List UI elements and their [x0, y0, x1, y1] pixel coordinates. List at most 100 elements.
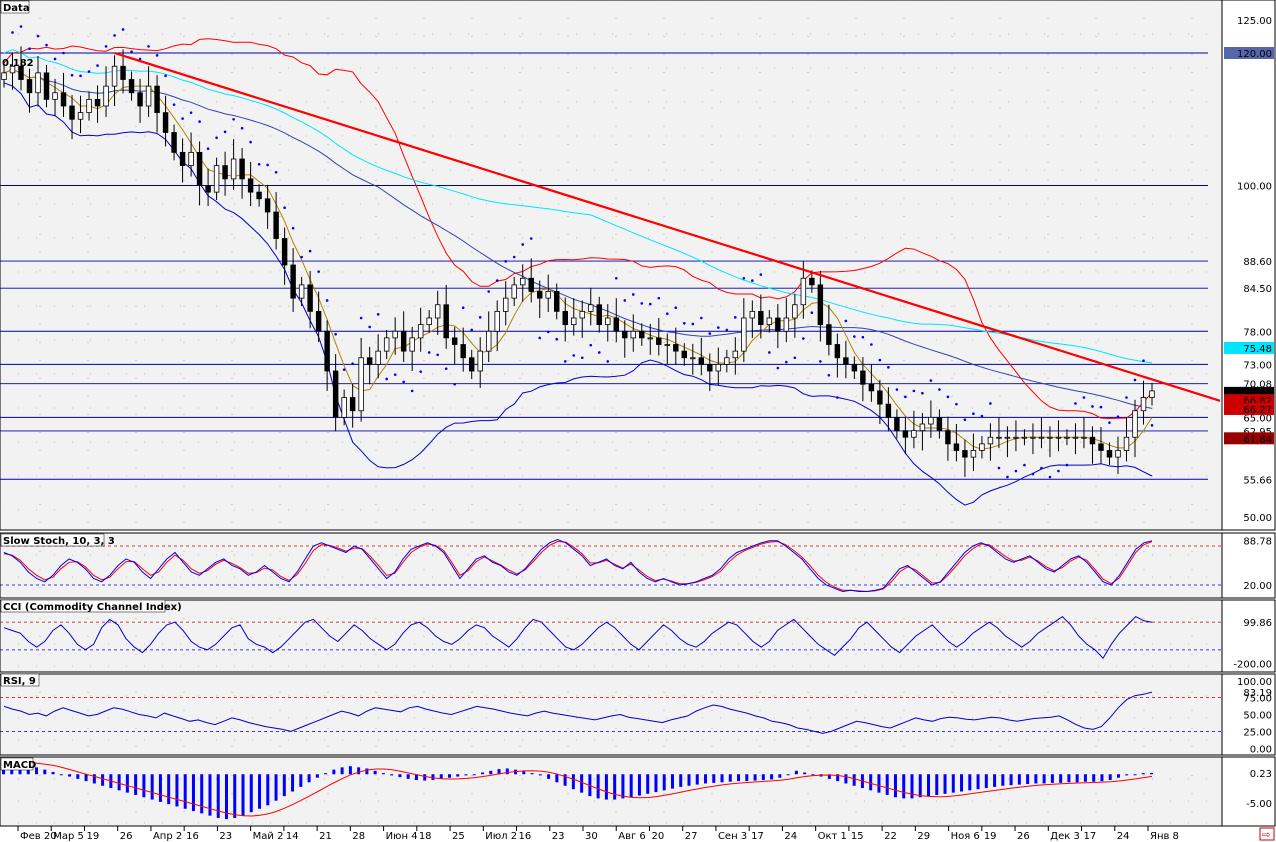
candlestick[interactable] — [970, 433, 977, 472]
candlestick[interactable] — [213, 157, 220, 201]
candlestick[interactable] — [936, 409, 943, 439]
candlestick[interactable] — [281, 227, 288, 285]
candlestick[interactable] — [154, 75, 160, 133]
candlestick[interactable] — [383, 329, 390, 360]
candlestick[interactable] — [137, 78, 143, 123]
candlestick[interactable] — [18, 46, 24, 91]
candlestick[interactable] — [834, 333, 841, 378]
candlestick[interactable] — [86, 91, 92, 121]
candlestick[interactable] — [749, 300, 756, 338]
candlestick[interactable] — [375, 334, 381, 379]
candlestick[interactable] — [460, 327, 466, 372]
candlestick[interactable] — [222, 151, 228, 196]
candlestick[interactable] — [817, 270, 824, 342]
candlestick[interactable] — [605, 304, 611, 342]
candlestick[interactable] — [945, 416, 951, 461]
candlestick[interactable] — [298, 276, 305, 307]
candlestick[interactable] — [128, 71, 135, 101]
candlestick[interactable] — [1089, 426, 1096, 464]
candlestick[interactable] — [996, 417, 1002, 449]
candlestick[interactable] — [630, 314, 636, 352]
candlestick[interactable] — [1132, 399, 1138, 458]
candlestick[interactable] — [485, 311, 492, 363]
candlestick[interactable] — [417, 307, 424, 352]
candlestick[interactable] — [792, 293, 798, 338]
candlestick[interactable] — [579, 300, 585, 338]
candlestick[interactable] — [707, 353, 713, 391]
candlestick[interactable] — [562, 297, 568, 342]
candlestick[interactable] — [256, 184, 262, 207]
candlestick[interactable] — [1047, 426, 1053, 458]
candlestick[interactable] — [928, 400, 934, 438]
candlestick[interactable] — [179, 138, 186, 183]
candlestick[interactable] — [171, 124, 177, 161]
candlestick[interactable] — [409, 326, 415, 371]
candlestick[interactable] — [1115, 436, 1121, 475]
candlestick[interactable] — [35, 55, 41, 107]
candlestick[interactable] — [1140, 380, 1147, 425]
candlestick[interactable] — [43, 64, 50, 108]
candlestick[interactable] — [366, 346, 373, 385]
scroll-right-button[interactable]: ⇨ — [1259, 827, 1275, 841]
candlestick[interactable] — [783, 298, 790, 343]
candlestick[interactable] — [571, 298, 577, 336]
candlestick[interactable] — [647, 323, 654, 355]
candlestick[interactable] — [77, 95, 84, 134]
candlestick[interactable] — [426, 310, 432, 333]
candlestick[interactable] — [528, 258, 534, 303]
candlestick[interactable] — [741, 298, 747, 363]
candlestick[interactable] — [613, 298, 619, 343]
candlestick[interactable] — [919, 413, 926, 451]
candlestick[interactable] — [588, 287, 594, 326]
candlestick[interactable] — [103, 66, 109, 117]
trendline[interactable] — [114, 51, 1221, 402]
candlestick[interactable] — [1098, 426, 1104, 465]
candlestick[interactable] — [690, 343, 696, 375]
candlestick[interactable] — [554, 283, 560, 320]
candlestick[interactable] — [953, 424, 960, 462]
candlestick[interactable] — [188, 132, 194, 177]
candlestick[interactable] — [434, 290, 441, 335]
candlestick[interactable] — [1072, 423, 1079, 455]
candlestick[interactable] — [1013, 420, 1019, 452]
candlestick[interactable] — [332, 354, 339, 432]
candlestick[interactable] — [9, 52, 16, 90]
candlestick[interactable] — [400, 311, 407, 363]
candlestick[interactable] — [349, 383, 356, 428]
candlestick[interactable] — [60, 72, 67, 117]
candlestick[interactable] — [1021, 429, 1028, 446]
candlestick[interactable] — [851, 356, 858, 379]
candlestick[interactable] — [596, 296, 602, 333]
candlestick[interactable] — [902, 416, 909, 455]
candlestick[interactable] — [315, 291, 322, 343]
candlestick[interactable] — [1106, 442, 1113, 466]
candlestick[interactable] — [1123, 417, 1130, 462]
candlestick[interactable] — [775, 304, 781, 349]
candlestick[interactable] — [1038, 417, 1045, 449]
candlestick[interactable] — [800, 261, 807, 319]
candlestick[interactable] — [673, 327, 679, 366]
candlestick[interactable] — [247, 161, 254, 207]
candlestick[interactable] — [264, 184, 271, 229]
candlestick[interactable] — [758, 294, 764, 339]
candlestick[interactable] — [656, 318, 662, 356]
candlestick[interactable] — [468, 349, 475, 379]
candlestick[interactable] — [911, 410, 917, 449]
candlestick[interactable] — [537, 280, 543, 318]
candlestick[interactable] — [681, 343, 688, 366]
candlestick[interactable] — [962, 439, 968, 477]
candlestick[interactable] — [1055, 420, 1062, 452]
candlestick[interactable] — [69, 95, 75, 140]
candlestick[interactable] — [230, 139, 237, 190]
candlestick[interactable] — [715, 347, 722, 385]
candlestick[interactable] — [545, 274, 551, 313]
candlestick[interactable] — [622, 320, 628, 358]
candlestick[interactable] — [894, 409, 900, 439]
candlestick[interactable] — [698, 337, 705, 376]
candlestick[interactable] — [307, 270, 313, 329]
candlestick[interactable] — [94, 85, 101, 123]
candlestick[interactable] — [1081, 417, 1087, 449]
candlestick[interactable] — [392, 317, 398, 355]
candlestick[interactable] — [732, 337, 739, 375]
candlestick[interactable] — [239, 148, 245, 199]
